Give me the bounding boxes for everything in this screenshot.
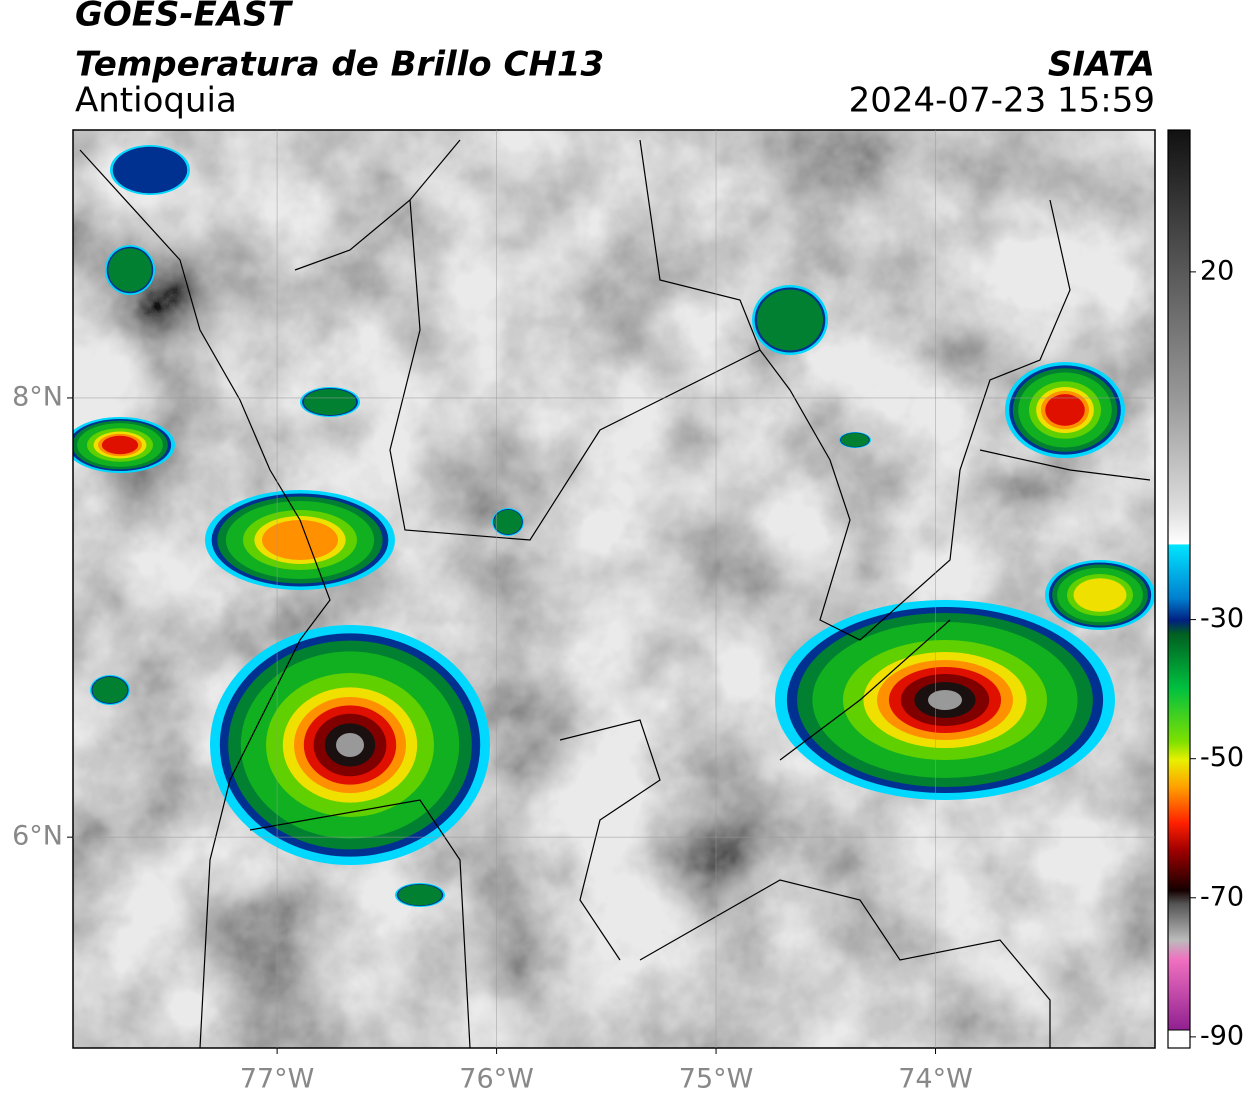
y-tick-label: 6°N xyxy=(12,821,63,852)
colorbar-tick-label: -50 xyxy=(1200,742,1244,773)
timestamp: 2024-07-23 15:59 xyxy=(849,81,1155,121)
colorbar-tick-label: -30 xyxy=(1200,603,1244,634)
storm-cell xyxy=(928,690,962,710)
source: SIATA xyxy=(1048,45,1155,85)
colorbar-frame xyxy=(1167,129,1191,1049)
title: GOES-EAST xyxy=(75,0,294,35)
colorbar-under xyxy=(1167,1029,1191,1049)
y-tick-label: 8°N xyxy=(12,381,63,412)
storm-cell xyxy=(756,289,824,351)
subtitle: Temperatura de Brillo CH13 xyxy=(75,45,604,85)
storm-cell xyxy=(108,248,152,292)
region: Antioquia xyxy=(75,81,237,121)
colorbar-tick-label: -90 xyxy=(1200,1020,1244,1051)
x-tick-label: 77°W xyxy=(240,1064,315,1095)
storm-cell xyxy=(92,676,128,704)
storms xyxy=(73,145,1155,907)
storm-cell xyxy=(841,433,869,447)
colorbar-tick-label: 20 xyxy=(1200,255,1234,286)
storm-cell xyxy=(494,509,522,535)
storm-cell xyxy=(303,388,357,416)
storm-cell xyxy=(262,520,338,560)
map-area xyxy=(73,130,1155,1048)
storm-cell xyxy=(336,733,364,757)
storm-cell xyxy=(112,146,188,194)
x-tick-label: 75°W xyxy=(679,1064,754,1095)
storm-cell xyxy=(101,435,139,455)
colorbar-tick-label: -70 xyxy=(1200,881,1244,912)
map-frame xyxy=(72,129,1156,1049)
storm-cell xyxy=(398,884,442,906)
x-tick-label: 74°W xyxy=(898,1064,973,1095)
storm-cell xyxy=(1045,394,1085,426)
x-tick-label: 76°W xyxy=(459,1064,534,1095)
colorbar xyxy=(1168,130,1190,1030)
storm-cell xyxy=(1073,578,1127,612)
cloud-texture xyxy=(73,130,1155,1048)
borders xyxy=(79,139,1151,1048)
